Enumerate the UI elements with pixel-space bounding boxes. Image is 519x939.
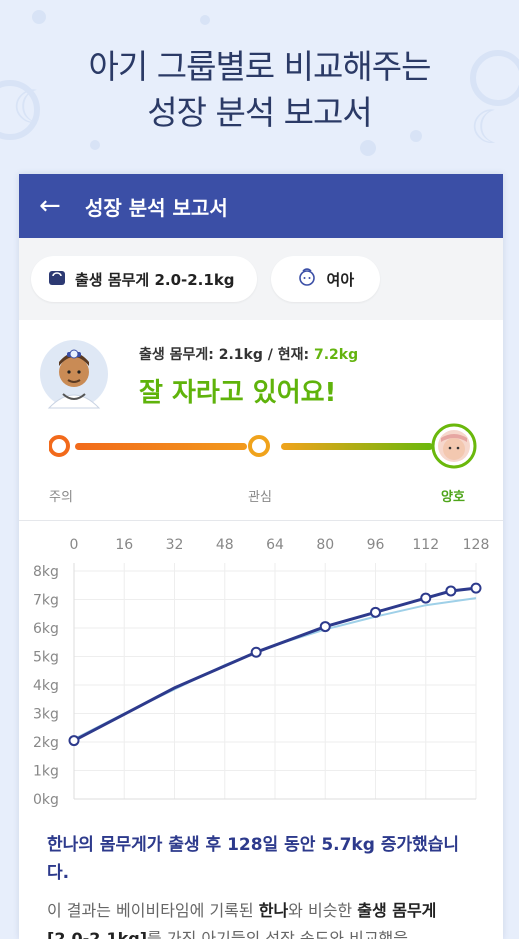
data-point [470, 582, 482, 594]
birth-weight-filter-chip[interactable]: 출생 몸무게 2.0-2.1kg [31, 256, 257, 302]
y-tick-label: 2kg [33, 735, 59, 751]
scale-label-interest: 관심 [248, 490, 272, 505]
baby-photo-icon [438, 430, 470, 462]
filter-bar: 출생 몸무게 2.0-2.1kg 여아 [19, 238, 503, 320]
growth-chart: 0 16 32 48 64 80 96 112 128 8kg 7kg 6kg 5kg 4kg 3kg 2kg… [19, 521, 503, 821]
promo-line-1: 아기 그룹별로 비교해주는 [88, 47, 432, 86]
promo-line-2: 성장 분석 보고서 [147, 93, 373, 132]
scale-label-good: 양호 [441, 490, 465, 505]
y-tick-label: 6kg [33, 621, 59, 637]
weights-prefix: 출생 몸무게: 2.1kg / 현재: [139, 347, 314, 363]
gender-filter-chip[interactable]: 여아 [270, 256, 381, 302]
y-tick-label: 8kg [33, 564, 59, 580]
page-title: 성장 분석 보고서 [85, 195, 228, 220]
status-scale-graphic [48, 423, 477, 469]
interest-marker [248, 435, 270, 457]
x-tick-label: 64 [266, 537, 284, 553]
data-point [420, 592, 432, 604]
birth-weight-filter-label: 출생 몸무게 2.0-2.1kg [75, 270, 235, 289]
x-tick-label: 112 [412, 537, 439, 553]
detail-part-3: 와 비슷한 [288, 901, 358, 920]
app-screen: ← 성장 분석 보고서 출생 몸무게 2.0-2.1kg 여아 [19, 174, 503, 939]
x-tick-label: 48 [216, 537, 234, 553]
x-tick-label: 80 [316, 537, 334, 553]
growth-description: 한나의 몸무게가 출생 후 128일 동안 5.7kg 증가했습니다. 이 결과… [19, 821, 503, 939]
arrow-left-icon[interactable]: ← [39, 191, 61, 221]
growth-description-summary: 한나의 몸무게가 출생 후 128일 동안 5.7kg 증가했습니다. [47, 835, 460, 883]
x-tick-label: 0 [70, 537, 79, 553]
x-tick-label: 128 [463, 537, 490, 553]
doctor-avatar [39, 338, 109, 410]
x-tick-label: 32 [166, 537, 184, 553]
data-point [445, 585, 457, 597]
y-tick-label: 7kg [33, 593, 59, 609]
y-tick-label: 5kg [33, 650, 59, 666]
growth-status-scale: 주의 관심 양호 [48, 422, 479, 505]
growth-summary: 출생 몸무게: 2.1kg / 현재: 7.2kg 잘 자라고 있어요! [19, 320, 503, 520]
y-tick-label: 4kg [33, 678, 59, 694]
detail-part-4: 출생 몸무게 [2.0-2.1kg] [47, 901, 437, 939]
promo-headline: 아기 그룹별로 비교해주는 성장 분석 보고서 [0, 44, 519, 136]
birth-current-weight: 출생 몸무게: 2.1kg / 현재: 7.2kg [139, 344, 358, 364]
y-tick-label: 1kg [33, 764, 59, 780]
x-tick-label: 96 [367, 537, 385, 553]
baby-face-icon [297, 268, 317, 290]
scale-icon [49, 270, 65, 289]
scale-label-caution: 주의 [49, 490, 73, 505]
y-tick-label: 0kg [33, 792, 59, 808]
data-point [250, 646, 262, 658]
growth-description-detail: 이 결과는 베이비타임에 기록된 한나와 비슷한 출생 몸무게 [2.0-2.1… [47, 897, 475, 939]
data-point [68, 735, 80, 747]
y-tick-label: 3kg [33, 707, 59, 723]
current-weight: 7.2kg [313, 347, 359, 363]
section-divider [19, 520, 503, 521]
detail-part-1: 이 결과는 베이비타임에 기록된 [47, 901, 259, 920]
growth-status-headline: 잘 자라고 있어요! [139, 378, 337, 408]
growth-chart-svg: 0 16 32 48 64 80 96 112 128 8kg 7kg 6kg 5kg 4kg 3kg 2kg… [33, 537, 490, 808]
caution-marker [48, 435, 70, 457]
detail-part-5: 를 가진 아기들의 성장 속도와 비교했을 [147, 929, 408, 939]
data-point [319, 621, 331, 633]
app-bar: ← 성장 분석 보고서 [19, 174, 503, 238]
x-tick-label: 16 [115, 537, 133, 553]
gender-filter-label: 여아 [326, 270, 355, 289]
data-point [370, 606, 381, 618]
detail-part-2: 한나 [258, 901, 289, 920]
